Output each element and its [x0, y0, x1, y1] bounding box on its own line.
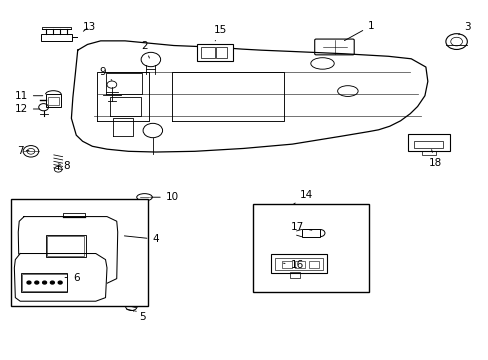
Bar: [196, 44, 233, 60]
Bar: [308, 261, 318, 268]
Bar: [270, 254, 326, 273]
Circle shape: [42, 281, 46, 284]
Bar: [253, 204, 368, 292]
Polygon shape: [18, 217, 118, 283]
Text: 15: 15: [213, 25, 226, 41]
Circle shape: [58, 281, 62, 284]
Bar: [282, 261, 291, 268]
Text: 18: 18: [428, 150, 441, 168]
Bar: [407, 134, 449, 151]
Bar: [216, 47, 226, 58]
Bar: [47, 236, 84, 256]
Bar: [47, 97, 59, 105]
Bar: [21, 273, 67, 292]
Text: 9: 9: [100, 67, 112, 80]
Text: 12: 12: [15, 104, 39, 114]
Circle shape: [50, 281, 54, 284]
Text: 17: 17: [290, 222, 311, 232]
Bar: [301, 229, 320, 237]
Text: 8: 8: [58, 161, 70, 171]
Text: 11: 11: [15, 91, 42, 101]
Text: 3: 3: [458, 22, 470, 35]
Circle shape: [27, 281, 31, 284]
Bar: [11, 199, 148, 306]
Text: 7: 7: [17, 145, 29, 156]
Text: 16: 16: [283, 260, 303, 270]
Bar: [45, 94, 61, 107]
Text: 1: 1: [344, 21, 374, 41]
Bar: [22, 274, 66, 291]
Text: 13: 13: [82, 22, 96, 32]
Circle shape: [35, 281, 39, 284]
Text: 6: 6: [65, 273, 80, 283]
Text: 10: 10: [150, 192, 179, 202]
Text: 2: 2: [141, 41, 149, 58]
Bar: [290, 272, 300, 278]
Bar: [413, 140, 443, 148]
Bar: [41, 34, 72, 41]
Polygon shape: [14, 253, 107, 301]
Bar: [45, 235, 85, 257]
Text: 14: 14: [293, 190, 313, 204]
Text: 5: 5: [133, 311, 145, 322]
Bar: [421, 150, 435, 155]
Text: 4: 4: [124, 234, 159, 244]
Bar: [200, 47, 215, 58]
Bar: [295, 261, 305, 268]
Bar: [274, 258, 323, 270]
